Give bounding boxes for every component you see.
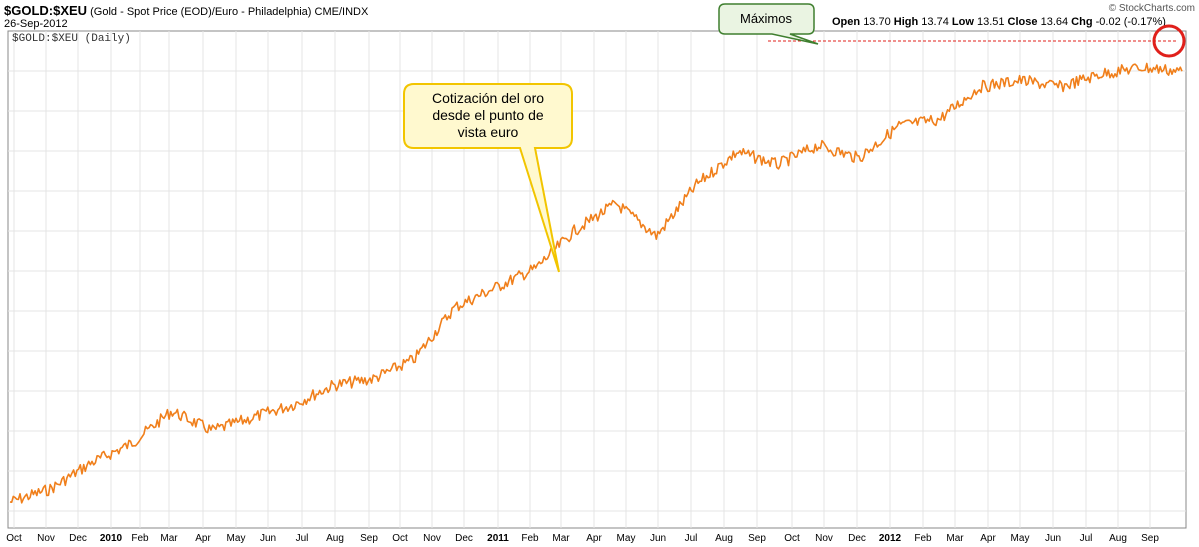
x-tick-label: May bbox=[1011, 533, 1030, 544]
cotizacion-line-1: Cotización del oro bbox=[432, 90, 544, 106]
maximos-bubble bbox=[718, 3, 819, 45]
maximos-callout: Máximos bbox=[718, 3, 819, 45]
low-label: Low bbox=[951, 16, 974, 28]
highlight-circle bbox=[1152, 24, 1186, 58]
x-tick-label: Mar bbox=[946, 533, 964, 544]
x-tick-label: Nov bbox=[37, 533, 55, 544]
x-tick-label: Apr bbox=[980, 533, 996, 544]
cotizacion-callout: Cotización del oro desde el punto de vis… bbox=[403, 83, 573, 273]
x-tick-label: Dec bbox=[69, 533, 87, 544]
x-tick-label: Jun bbox=[260, 533, 276, 544]
cotizacion-line-2: desde el punto de bbox=[432, 107, 544, 123]
low-value: 13.51 bbox=[976, 16, 1005, 28]
x-tick-label: Sep bbox=[1141, 533, 1159, 544]
high-label: High bbox=[893, 16, 919, 28]
x-tick-label: Jul bbox=[296, 533, 309, 544]
x-axis: Oct Nov Dec 2010 Feb Mar Apr May Jun Jul Aug Sep Oct… bbox=[6, 533, 1159, 544]
chg-value: -0.02 (-0.17%) bbox=[1095, 16, 1166, 28]
symbol-description: (Gold - Spot Price (EOD)/Euro - Philadel… bbox=[90, 6, 312, 18]
x-tick-label: May bbox=[617, 533, 636, 544]
x-tick-label: Oct bbox=[784, 533, 800, 544]
x-tick-label: Jun bbox=[1045, 533, 1061, 544]
maximos-text: Máximos bbox=[740, 11, 793, 26]
symbol: $GOLD:$XEU bbox=[4, 3, 88, 18]
chart-header: $GOLD:$XEU (Gold - Spot Price (EOD)/Euro… bbox=[4, 3, 368, 18]
x-tick-label: Aug bbox=[715, 533, 733, 544]
ohlc-readout: Open 13.70 High 13.74 Low 13.51 Close 13… bbox=[832, 16, 1166, 28]
cotizacion-line-3: vista euro bbox=[458, 124, 519, 140]
plot-frame bbox=[7, 30, 1187, 529]
chg-label: Chg bbox=[1071, 16, 1093, 28]
x-tick-label: Apr bbox=[586, 533, 602, 544]
x-tick-label: Sep bbox=[748, 533, 766, 544]
legend-label: $GOLD:$XEU (Daily) bbox=[12, 33, 131, 45]
x-tick-label: Feb bbox=[914, 533, 932, 544]
exchange: CME/INDX bbox=[314, 6, 369, 18]
x-tick-label: Apr bbox=[195, 533, 211, 544]
x-tick-label: Jun bbox=[650, 533, 666, 544]
x-tick-label: 2010 bbox=[100, 533, 123, 544]
x-tick-label: Jul bbox=[685, 533, 698, 544]
x-tick-label: Aug bbox=[326, 533, 344, 544]
close-value: 13.64 bbox=[1040, 16, 1069, 28]
cotizacion-bubble bbox=[403, 83, 573, 273]
x-tick-label: Jul bbox=[1080, 533, 1093, 544]
watermark: © StockCharts.com bbox=[1108, 3, 1195, 14]
x-tick-label: Nov bbox=[423, 533, 441, 544]
high-value: 13.74 bbox=[921, 16, 949, 28]
x-tick-label: 2012 bbox=[879, 533, 902, 544]
x-tick-label: Aug bbox=[1109, 533, 1127, 544]
x-tick-label: Sep bbox=[360, 533, 378, 544]
x-tick-label: Dec bbox=[455, 533, 473, 544]
x-tick-label: Oct bbox=[392, 533, 408, 544]
x-tick-label: Feb bbox=[521, 533, 539, 544]
x-tick-label: 2011 bbox=[487, 533, 509, 544]
x-tick-label: Feb bbox=[131, 533, 149, 544]
x-tick-label: Mar bbox=[552, 533, 570, 544]
open-label: Open bbox=[832, 16, 861, 28]
price-series-line bbox=[9, 62, 1183, 504]
close-label: Close bbox=[1007, 16, 1038, 28]
chart-date: 26-Sep-2012 bbox=[4, 18, 68, 30]
open-value: 13.70 bbox=[863, 16, 891, 28]
x-tick-label: Dec bbox=[848, 533, 866, 544]
x-tick-label: Mar bbox=[160, 533, 178, 544]
x-tick-label: Nov bbox=[815, 533, 833, 544]
x-tick-label: May bbox=[227, 533, 246, 544]
x-tick-label: Oct bbox=[6, 533, 22, 544]
